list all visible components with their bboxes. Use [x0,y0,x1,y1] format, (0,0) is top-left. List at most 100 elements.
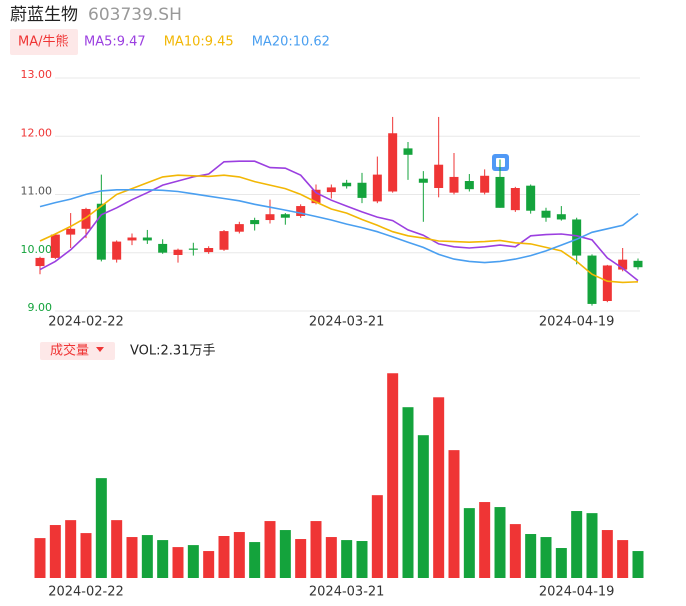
candle-body [372,174,382,202]
ma-line [39,174,639,284]
volume-bar [509,524,521,578]
candle-body [96,203,106,260]
volume-bar [448,450,460,578]
volume-bar [325,537,337,578]
volume-bar [387,373,399,578]
candle-body [265,214,275,221]
volume-button[interactable] [40,342,115,360]
ma-button[interactable] [10,29,78,55]
volume-bar [417,435,429,578]
ma-button-label[interactable]: MA/牛熊 [18,34,69,50]
candle-body [418,178,428,183]
y-tick-label: 9.00 [28,301,53,314]
candle-body [142,237,152,241]
candle-body [311,189,321,204]
candle-body [112,241,122,260]
candle-body [403,148,413,155]
volume-bar [172,547,184,578]
candle-body [173,249,183,255]
volume-bar [617,540,629,578]
volume-bar [571,511,583,578]
volume-label: VOL:2.31万手 [130,344,215,359]
volume-bar [203,551,215,578]
volume-bar [479,502,491,578]
volume-bar [525,534,537,578]
volume-bar [279,530,291,578]
volume-bar [463,508,475,578]
candle-body [572,219,582,256]
volume-bar [111,520,123,578]
candle-body [633,260,643,268]
candle-body [66,228,76,235]
candle-body [234,224,244,232]
volume-bar [49,525,61,578]
volume-bar [601,530,613,578]
candle-body [296,206,306,216]
candle-body [449,176,459,193]
volume-bar [141,535,153,578]
volume-bar [310,521,322,578]
ma-line [39,189,639,264]
volume-bar [295,539,307,578]
candle-body [388,133,398,192]
candle-body [480,175,490,193]
candle-body [618,259,628,270]
candle-body [602,265,612,302]
candle-body [219,231,229,250]
candle-body [510,188,520,211]
stock-name: 蔚蓝生物 [10,5,78,25]
candle-body [127,237,137,241]
volume-bar [218,536,230,578]
candle-body [464,181,474,190]
volume-bar [80,533,92,578]
volume-bar [555,548,567,578]
legend-entry: MA5:9.47 [84,35,146,50]
x-tick-label: 2024-03-21 [309,585,385,600]
volume-bar [187,545,199,578]
y-tick-label: 13.00 [21,68,53,81]
volume-bar [233,532,245,578]
volume-bar [65,520,77,578]
volume-bar [126,537,138,578]
candle-body [280,214,290,218]
volume-bar [341,540,353,578]
volume-bar [34,538,46,578]
x-tick-label: 2024-04-19 [539,315,615,330]
x-tick-label: 2024-04-19 [539,585,615,600]
volume-bar [371,495,383,578]
candle-body [204,248,214,253]
volume-bar [586,513,598,578]
candle-body [50,234,60,258]
x-tick-label: 2024-03-21 [309,315,385,330]
volume-bar [494,507,506,578]
candle-body [188,248,198,250]
candle-body [35,257,45,267]
candle-body [342,182,352,187]
candle-body [495,176,505,208]
volume-bar [433,397,445,578]
volume-bar [249,542,261,578]
legend-entry: MA10:9.45 [164,35,234,50]
candle-body [250,220,260,225]
candle-body [357,182,367,198]
y-tick-label: 11.00 [21,185,53,198]
volume-bar [632,551,644,578]
x-tick-label: 2024-02-22 [48,585,124,600]
volume-bar [157,540,169,578]
candle-body [158,243,168,253]
volume-bar [402,407,414,578]
candle-body [326,187,336,193]
volume-button-label[interactable]: 成交量 [50,343,89,359]
candle-body [434,164,444,189]
stock-code: 603739.SH [88,5,182,25]
legend-entry: MA20:10.62 [252,35,330,50]
dropdown-arrow[interactable] [96,347,104,352]
candle-body [526,185,536,211]
candle-body [541,210,551,218]
candle-body [587,255,597,304]
y-tick-label: 12.00 [21,126,53,139]
volume-bar [95,478,107,578]
volume-bar [540,537,552,578]
candle-body [81,208,91,229]
